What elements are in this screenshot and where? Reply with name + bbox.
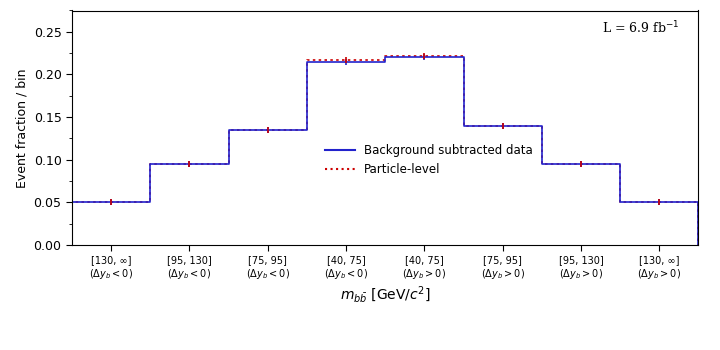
X-axis label: $m_{b\bar{b}}$ [GeV/$c^{2}$]: $m_{b\bar{b}}$ [GeV/$c^{2}$] xyxy=(340,284,431,304)
Legend: Background subtracted data, Particle-level: Background subtracted data, Particle-lev… xyxy=(320,139,538,181)
Text: L = 6.9 fb$^{-1}$: L = 6.9 fb$^{-1}$ xyxy=(602,20,680,36)
Y-axis label: Event fraction / bin: Event fraction / bin xyxy=(15,68,28,188)
